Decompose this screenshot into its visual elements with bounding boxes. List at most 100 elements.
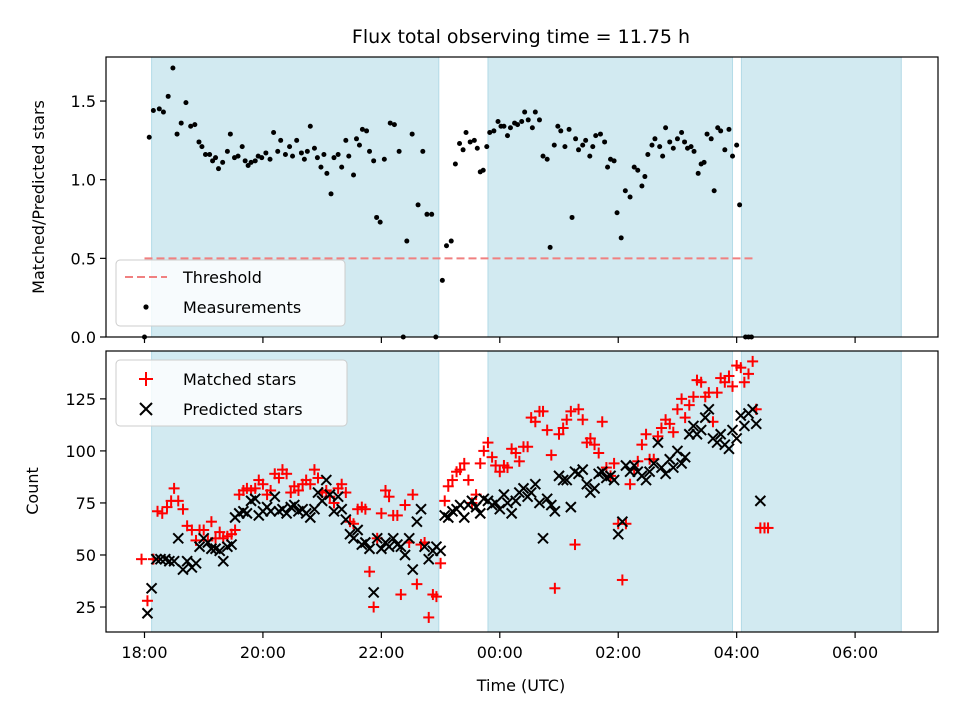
measurement-point [674, 136, 680, 142]
predicted-star-point [616, 515, 629, 528]
matched-star-point [676, 393, 688, 405]
matched-star-point [593, 447, 605, 459]
predicted-star-point [703, 403, 715, 415]
measurements-series [141, 65, 754, 340]
matched-star-point [168, 482, 180, 494]
measurement-point [356, 142, 362, 148]
predicted-star-point [628, 459, 640, 472]
predicted-star-point [332, 490, 344, 503]
matched-star-point [423, 611, 435, 623]
matched-star-point [522, 441, 534, 453]
matched-star-point [380, 484, 392, 496]
measurement-point [263, 150, 269, 156]
x-tick-label: 00:00 [477, 643, 523, 662]
measurement-point [593, 133, 599, 139]
matched-star-point [636, 439, 648, 451]
measurement-point [287, 144, 293, 150]
measurement-point [324, 170, 330, 176]
matched-star-point [136, 553, 148, 565]
predicted-star-point [723, 443, 735, 455]
predicted-star-point [505, 507, 518, 520]
legend-predicted-swatch [139, 402, 153, 416]
predicted-star-point [213, 545, 226, 557]
measurement-point [346, 153, 352, 159]
predicted-star-point [316, 495, 328, 507]
predicted-star-point [730, 432, 743, 445]
observing-window [487, 350, 734, 633]
top-panel-frame [105, 56, 939, 338]
matched-star-point [454, 464, 466, 476]
predicted-star-point [588, 482, 601, 495]
y-tick-label: 0.5 [71, 249, 96, 268]
predicted-star-point [407, 563, 419, 576]
predicted-star-point [202, 536, 214, 549]
measurement-point [278, 137, 284, 143]
measurement-point [457, 141, 463, 147]
y-tick-label: 125 [65, 390, 96, 409]
matched-star-point [608, 457, 620, 469]
measurement-point [224, 148, 230, 154]
matched-star-point [281, 468, 293, 480]
matched-star-point [411, 578, 423, 590]
matched-star-point [537, 405, 549, 417]
measurement-point [387, 120, 393, 126]
predicted-star-point [335, 503, 348, 515]
measurement-point [335, 152, 341, 158]
measurement-point [701, 159, 707, 165]
measurement-point [420, 148, 426, 154]
measurement-point [730, 153, 736, 159]
measurement-point [202, 152, 208, 158]
measurement-point [460, 147, 466, 153]
predicted-star-point [415, 503, 427, 515]
matched-star-point [439, 495, 451, 507]
predicted-star-point [576, 463, 589, 476]
measurement-point [660, 153, 666, 159]
measurement-point [183, 100, 189, 106]
predicted-star-point [458, 511, 470, 524]
matched-star-point [640, 428, 652, 440]
predicted-star-point [454, 499, 466, 511]
predicted-star-point [150, 553, 163, 565]
matched-star-point [446, 474, 458, 486]
measurement-point [558, 128, 564, 134]
matched-star-point [177, 503, 189, 515]
measurement-point [371, 158, 377, 164]
matched-star-point [161, 501, 173, 513]
predicted-star-point [351, 524, 364, 536]
matched-star-point [584, 432, 596, 444]
top-legend-box [115, 259, 346, 327]
predicted-star-point [687, 420, 700, 432]
predicted-star-point [249, 493, 261, 505]
matched-star-point [172, 495, 184, 507]
predicted-star-point [533, 497, 546, 509]
measurement-point [576, 147, 582, 153]
y-tick-label: 1.0 [71, 171, 96, 190]
predicted-star-point [168, 555, 180, 567]
predicted-star-point [141, 607, 154, 619]
matched-star-point [368, 601, 380, 613]
predicted-star-point [466, 495, 478, 507]
matched-star-point [671, 403, 683, 415]
measurement-point [515, 122, 521, 128]
predicted-star-point [498, 488, 510, 501]
measurement-point [321, 152, 327, 158]
predicted-star-point [304, 511, 317, 524]
matched-star-point [561, 414, 573, 426]
predicted-star-point [671, 445, 684, 457]
matched-star-point [541, 424, 553, 436]
measurement-point [529, 125, 535, 131]
predicted-star-point [172, 532, 184, 545]
predicted-star-point [359, 536, 372, 549]
bottom-y-axis-label: Count [23, 467, 42, 515]
matched-star-point [205, 516, 217, 528]
observing-window [487, 56, 734, 338]
legend-threshold-label: Threshold [182, 268, 262, 287]
matched-star-point [743, 368, 755, 380]
measurement-point [622, 188, 628, 194]
matched-star-point [435, 557, 447, 569]
measurement-point [156, 106, 162, 112]
measurement-point [216, 166, 222, 172]
measurement-point [396, 148, 402, 154]
measurement-point [691, 148, 697, 154]
legend-measurements-swatch [143, 304, 149, 310]
